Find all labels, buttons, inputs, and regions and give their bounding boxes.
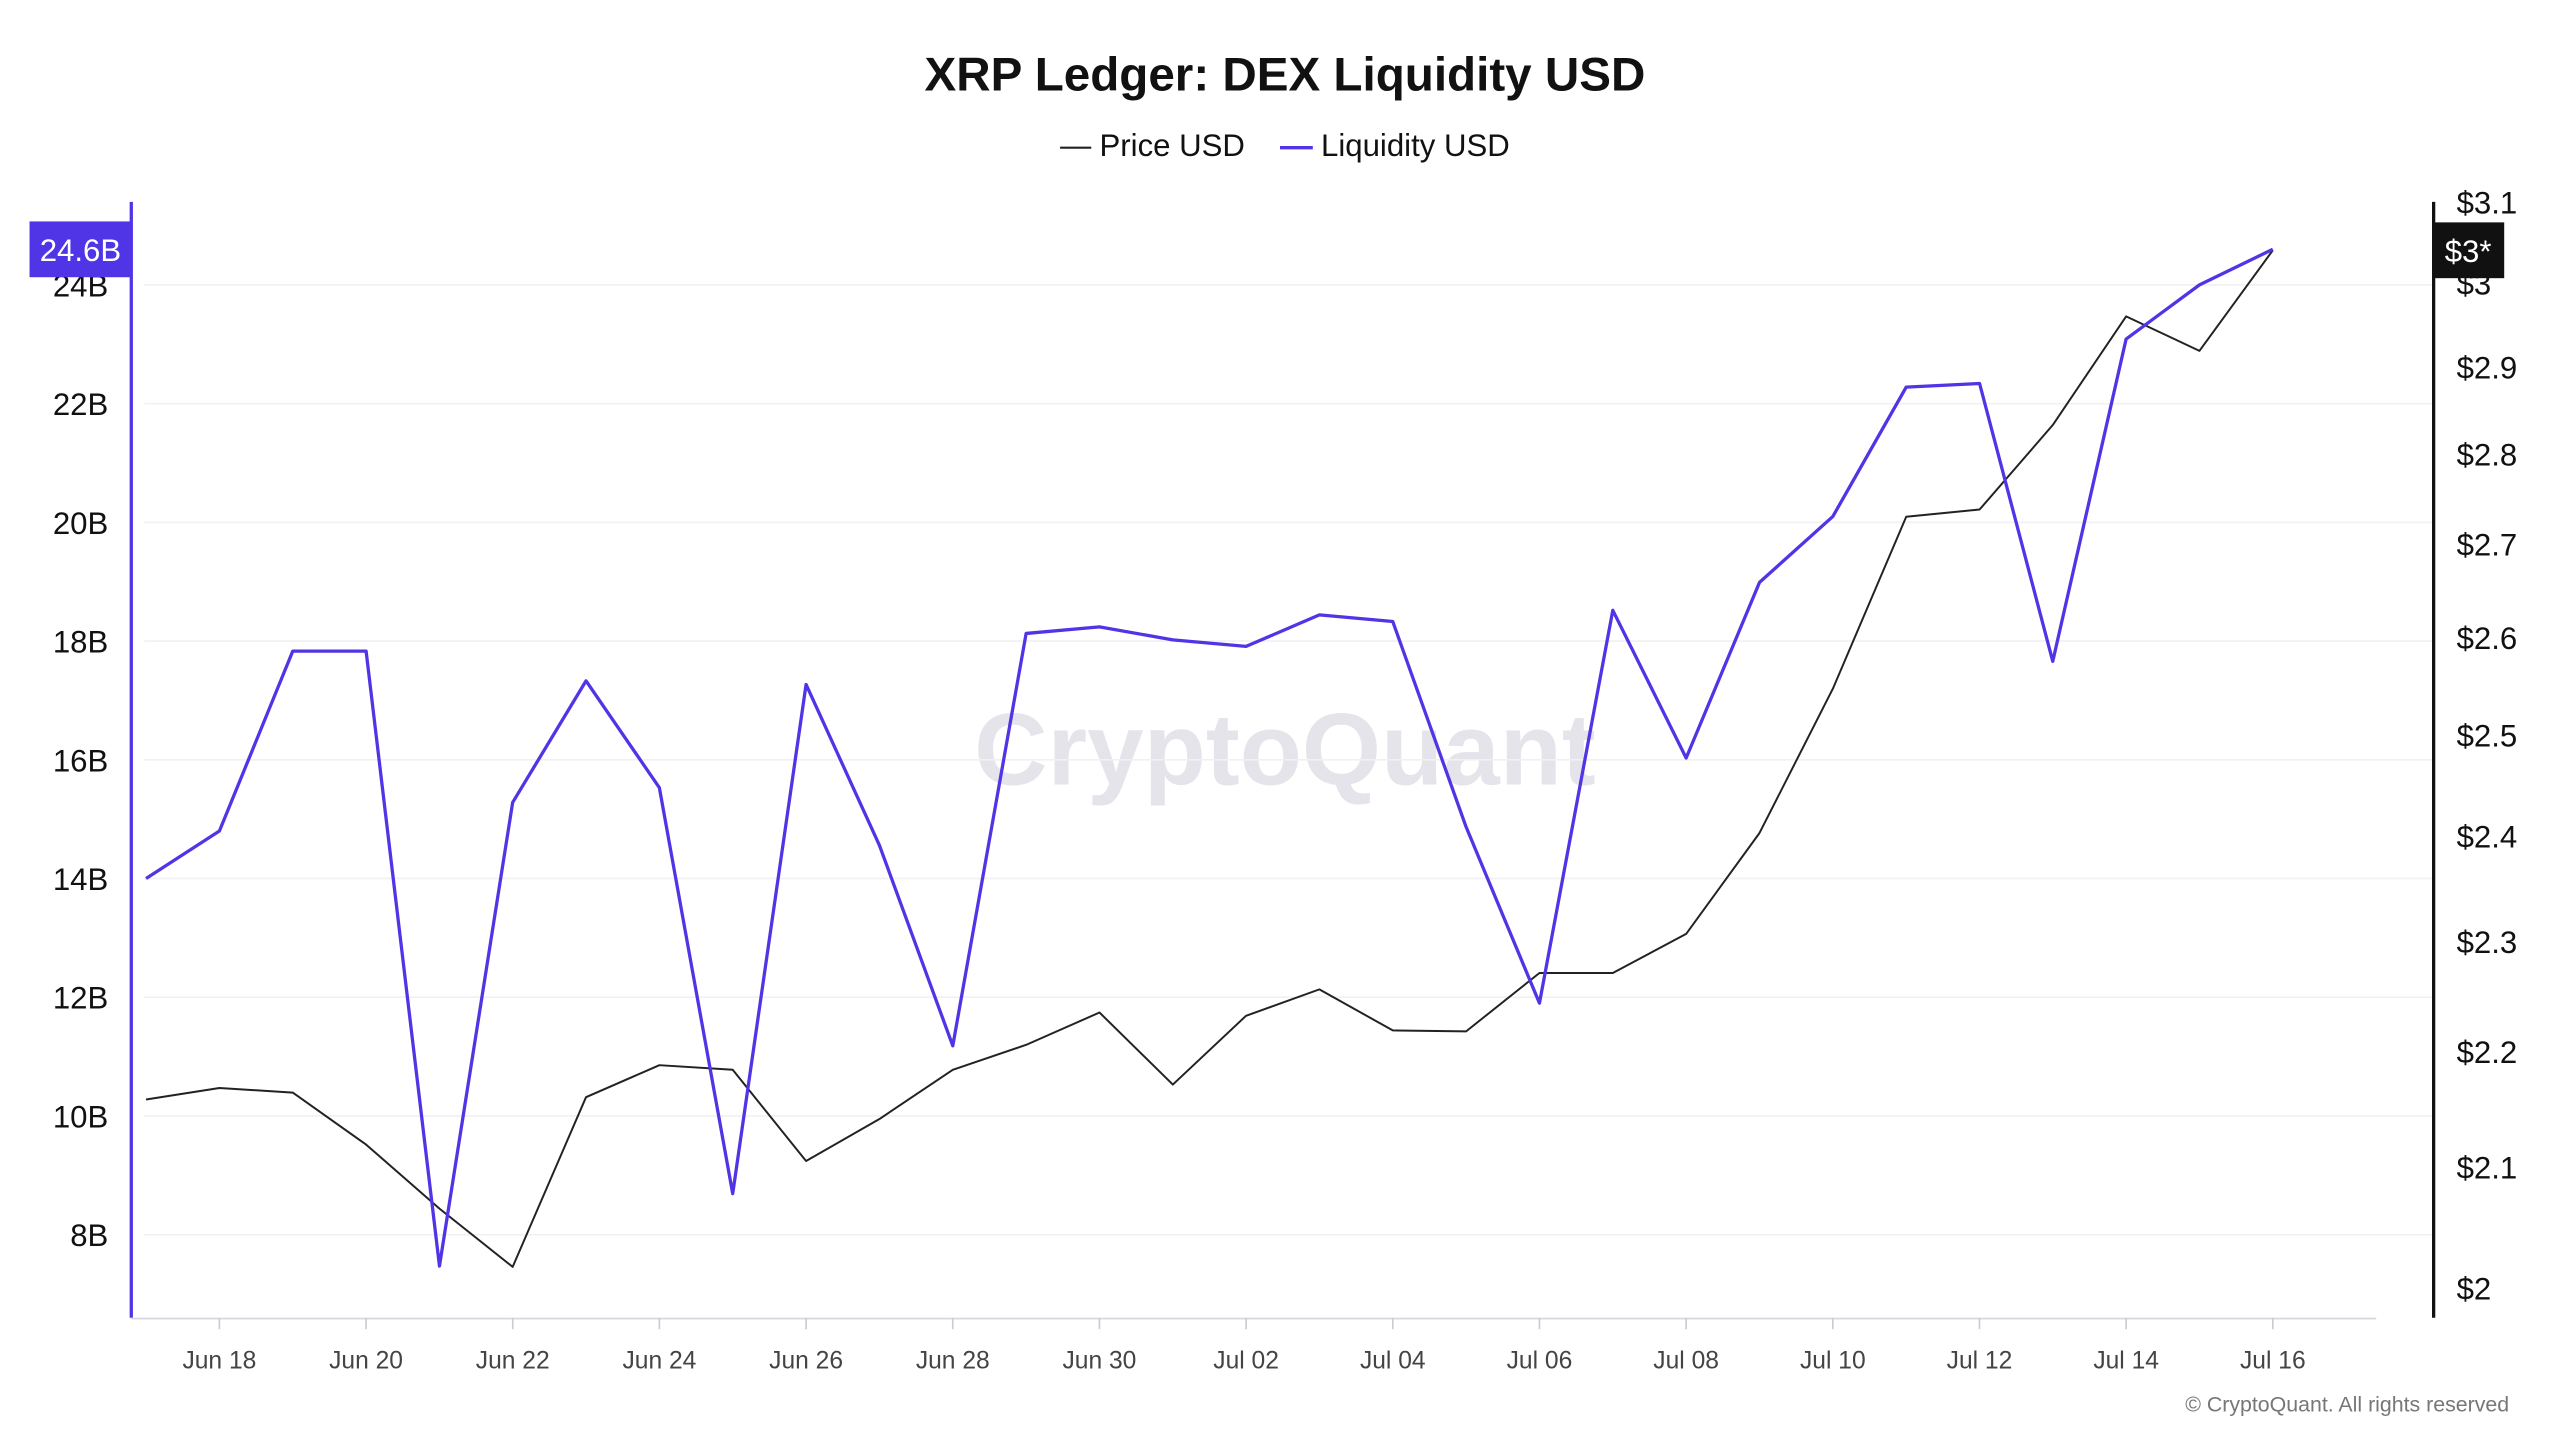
y-right-tick-label: $2.4 [2457, 820, 2518, 855]
x-tick-label: Jul 06 [1507, 1348, 1573, 1375]
last-value-badge-left [29, 221, 132, 278]
x-tick-label: Jun 18 [182, 1348, 256, 1375]
series-line-liquidity-usd [145, 247, 2274, 1268]
y-right-tick-label: $2.8 [2457, 438, 2518, 473]
y-left-tick-label: 20B [53, 506, 108, 541]
y-right-tick-label: $2.3 [2457, 925, 2518, 960]
series-line-price-usd [145, 249, 2274, 1268]
last-value-badge-right [2433, 222, 2505, 279]
x-tick-label: Jul 10 [1800, 1348, 1866, 1375]
y-left-tick-label: 22B [53, 387, 108, 422]
y-right-tick-label: $3.1 [2457, 185, 2518, 220]
x-tick-label: Jun 22 [476, 1348, 550, 1375]
y-right-tick-label: $2.6 [2457, 621, 2518, 656]
y-left-tick-label: 12B [53, 981, 108, 1016]
x-tick-label: Jun 30 [1062, 1348, 1136, 1375]
last-value-label-right: $3* [2445, 234, 2492, 269]
y-right-tick-label: $2 [2457, 1271, 2492, 1306]
y-right-tick-label: $2.2 [2457, 1035, 2518, 1070]
y-left-tick-label: 10B [53, 1099, 108, 1134]
x-tick-label: Jun 26 [769, 1348, 843, 1375]
copyright: © CryptoQuant. All rights reserved [2185, 1392, 2509, 1416]
last-value-label-left: 24.6B [40, 233, 121, 268]
x-tick-label: Jul 04 [1360, 1348, 1426, 1375]
y-right-tick-label: $2.7 [2457, 528, 2518, 563]
chart-title: XRP Ledger: DEX Liquidity USD [925, 48, 1646, 101]
x-tick-label: Jul 02 [1213, 1348, 1279, 1375]
y-right-tick-label: $2.1 [2457, 1150, 2518, 1185]
y-right-tick-label: $2.5 [2457, 718, 2518, 753]
y-left-tick-label: 8B [70, 1218, 108, 1253]
x-tick-label: Jul 08 [1653, 1348, 1719, 1375]
legend-price-label[interactable]: Price USD [1099, 128, 1244, 163]
y-left-tick-label: 16B [53, 743, 108, 778]
x-tick-label: Jul 14 [2093, 1348, 2159, 1375]
watermark: CryptoQuant [974, 692, 1596, 806]
x-tick-label: Jun 28 [916, 1348, 990, 1375]
x-tick-label: Jul 16 [2240, 1348, 2306, 1375]
legend-liquidity-label[interactable]: Liquidity USD [1321, 128, 1510, 163]
y-left-tick-label: 14B [53, 862, 108, 897]
y-left-tick-label: 18B [53, 625, 108, 660]
x-tick-label: Jun 20 [329, 1348, 403, 1375]
y-right-tick-label: $2.9 [2457, 351, 2518, 386]
x-tick-label: Jul 12 [1947, 1348, 2013, 1375]
x-tick-label: Jun 24 [622, 1348, 696, 1375]
legend: Price USD Liquidity USD [1060, 128, 1510, 163]
